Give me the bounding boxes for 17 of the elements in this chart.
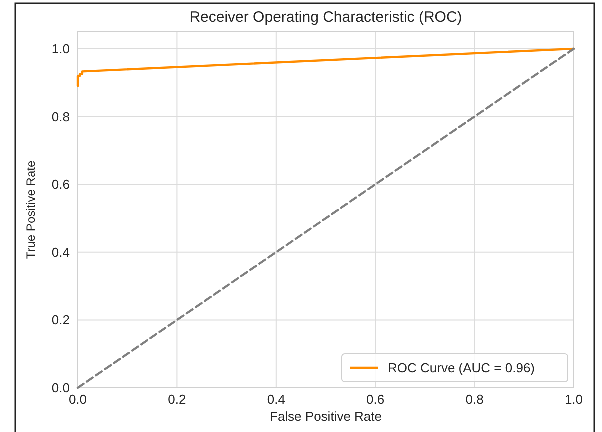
x-tick-label: 0.0	[68, 392, 88, 407]
y-axis-title: True Positive Rate	[24, 160, 38, 260]
line-series	[76, 48, 576, 88]
chart-title: Receiver Operating Characteristic (ROC)	[190, 9, 462, 26]
legend-label: ROC Curve (AUC = 0.96)	[388, 360, 536, 376]
y-tick-label: 0.0	[52, 380, 70, 396]
y-tick-label: 0.4	[52, 244, 70, 260]
y-tick-label: 0.6	[52, 177, 70, 192]
x-tick-label: 0.6	[366, 392, 385, 407]
x-tick-label: 0.2	[168, 392, 186, 407]
x-tick-label: 0.4	[267, 392, 286, 407]
y-tick-label: 0.8	[52, 109, 70, 124]
x-tick-label: 0.8	[466, 392, 484, 407]
y-tick-label: 0.2	[52, 312, 70, 328]
x-axis-title: False Positive Rate	[270, 409, 382, 424]
y-tick-label: 1.0	[52, 42, 70, 56]
x-tick-label: 1.0	[564, 392, 584, 407]
